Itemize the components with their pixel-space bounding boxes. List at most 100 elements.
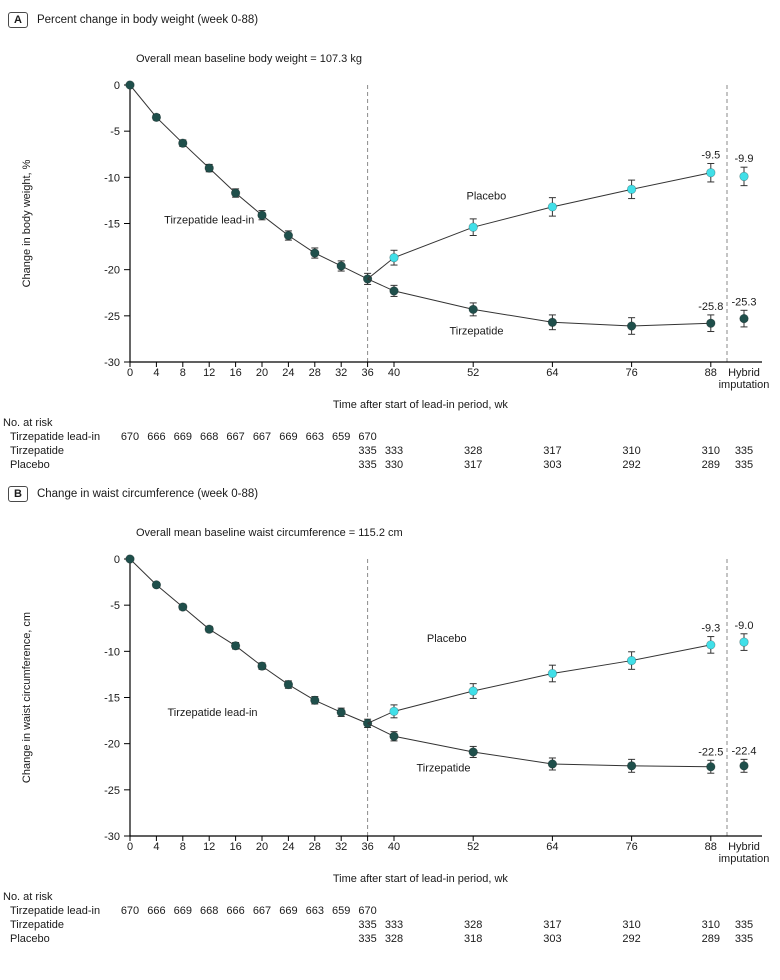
hybrid-imputation-label: imputation (719, 379, 770, 391)
series-name-label: Tirzepatide (416, 763, 470, 775)
data-point-24wk (283, 680, 294, 690)
dashed-reference-lines (367, 85, 728, 363)
panel-b-label-badge: B (8, 486, 28, 503)
series-tirzepatide: Tirzepatide -25.8 -25.3 (367, 278, 757, 337)
x-tick-label: 16 (229, 367, 241, 379)
x-tick-label: 8 (180, 367, 186, 379)
axes: 0 -5 -10 -15 -20 -25 -30 0 4 8 12 16 20 24 28 32 36 40 52 6… (104, 80, 769, 391)
risk-value: 328 (464, 919, 482, 931)
data-point-88wk (706, 318, 716, 328)
data-point-hybrid (739, 637, 749, 647)
data-point-64wk (547, 202, 558, 212)
data-point-40wk (389, 286, 399, 296)
risk-value: 292 (622, 933, 640, 945)
data-point-76wk (626, 761, 637, 771)
series-tirzepatide-lead-in: Tirzepatide lead-in (125, 554, 373, 729)
x-tick-label: 28 (309, 367, 321, 379)
x-tick-label: 8 (180, 841, 186, 853)
risk-value: 335 (735, 445, 753, 457)
x-tick-label: 32 (335, 841, 347, 853)
hybrid-value-label: -25.3 (731, 296, 756, 308)
x-tick-label: 76 (625, 367, 637, 379)
risk-value: 289 (702, 933, 720, 945)
y-tick-label: 0 (114, 554, 120, 566)
risk-value: 667 (253, 431, 271, 443)
data-point-76wk (626, 656, 637, 666)
risk-row-label: Placebo (10, 933, 50, 945)
x-tick-label: 0 (127, 367, 133, 379)
panel-a-label-badge: A (8, 12, 28, 29)
data-point-52wk (468, 686, 478, 696)
risk-value: 317 (543, 919, 561, 931)
x-tick-label: 52 (467, 367, 479, 379)
risk-value: 303 (543, 459, 561, 471)
x-tick-label: 40 (388, 367, 400, 379)
y-tick-label: -30 (104, 357, 120, 369)
risk-value: 330 (385, 459, 403, 471)
y-tick-label: 0 (114, 80, 120, 92)
data-point-hybrid (739, 171, 749, 182)
data-point-76wk (626, 321, 637, 331)
risk-value: 669 (174, 905, 192, 917)
end-value-label: -25.8 (698, 301, 723, 313)
x-tick-label: 12 (203, 841, 215, 853)
data-point-32wk (336, 261, 346, 271)
series-tirzepatide-lead-in: Tirzepatide lead-in (125, 80, 373, 286)
panel-b-chart-svg: 0 -5 -10 -15 -20 -25 -30 0 4 8 12 16 20 24 28 32 36 40 52 6… (3, 527, 769, 945)
risk-value: 659 (332, 431, 350, 443)
risk-value: 666 (147, 905, 165, 917)
series-tirzepatide: Tirzepatide -22.5 -22.4 (367, 723, 757, 775)
x-tick-label: 64 (546, 367, 558, 379)
x-tick-label: 24 (282, 367, 294, 379)
y-tick-label: -5 (110, 126, 120, 138)
data-point-12wk (204, 163, 214, 173)
risk-value: 670 (121, 905, 139, 917)
risk-value: 289 (702, 459, 720, 471)
y-tick-label: -25 (104, 311, 120, 323)
x-tick-label: 36 (361, 367, 373, 379)
risk-value: 292 (622, 459, 640, 471)
data-point-hybrid (739, 761, 749, 771)
data-point-52wk (468, 304, 478, 315)
data-point-16wk (230, 188, 241, 198)
data-point-20wk (257, 661, 267, 671)
x-tick-label: 4 (153, 841, 159, 853)
data-point-16wk (230, 641, 241, 651)
x-tick-label: 64 (546, 841, 558, 853)
risk-value: 317 (543, 445, 561, 457)
y-tick-label: -10 (104, 172, 120, 184)
data-point-40wk (389, 253, 399, 263)
x-tick-label: 20 (256, 367, 268, 379)
risk-row-label: Tirzepatide lead-in (10, 431, 100, 443)
hybrid-value-label: -9.0 (735, 620, 754, 632)
data-point-0wk (125, 80, 135, 90)
x-axis-label: Time after start of lead-in period, wk (333, 873, 509, 885)
data-point-52wk (468, 222, 478, 232)
hybrid-imputation-label: Hybrid (728, 841, 760, 853)
risk-value: 663 (306, 905, 324, 917)
y-tick-label: -15 (104, 693, 120, 705)
figure-page: A Percent change in body weight (week 0-… (3, 12, 769, 945)
risk-row-label: Tirzepatide (10, 919, 64, 931)
end-value-label: -22.5 (698, 746, 723, 758)
data-point-28wk (310, 248, 320, 258)
series-placebo: Placebo -9.5 -9.9 (367, 150, 754, 280)
panel-b-title: Change in waist circumference (week 0-88… (36, 488, 259, 501)
panel-a-chart-svg: 0 -5 -10 -15 -20 -25 -30 0 4 8 12 16 20 24 28 32 36 40 52 6… (3, 53, 769, 471)
data-point-0wk (125, 554, 135, 564)
data-point-24wk (283, 230, 294, 241)
risk-value: 669 (174, 431, 192, 443)
risk-value: 310 (702, 445, 720, 457)
x-tick-label: 76 (625, 841, 637, 853)
data-point-4wk (151, 112, 162, 123)
x-tick-label: 24 (282, 841, 294, 853)
data-point-88wk (706, 762, 716, 772)
no-at-risk-table: No. at risk Tirzepatide lead-in 670 666 669 6… (3, 891, 753, 945)
risk-value: 310 (622, 445, 640, 457)
risk-value: 328 (385, 933, 403, 945)
x-axis-label: Time after start of lead-in period, wk (333, 399, 509, 411)
hybrid-value-label: -9.9 (735, 153, 754, 165)
x-tick-label: 20 (256, 841, 268, 853)
data-point-8wk (178, 602, 188, 612)
no-at-risk-title: No. at risk (3, 417, 53, 429)
